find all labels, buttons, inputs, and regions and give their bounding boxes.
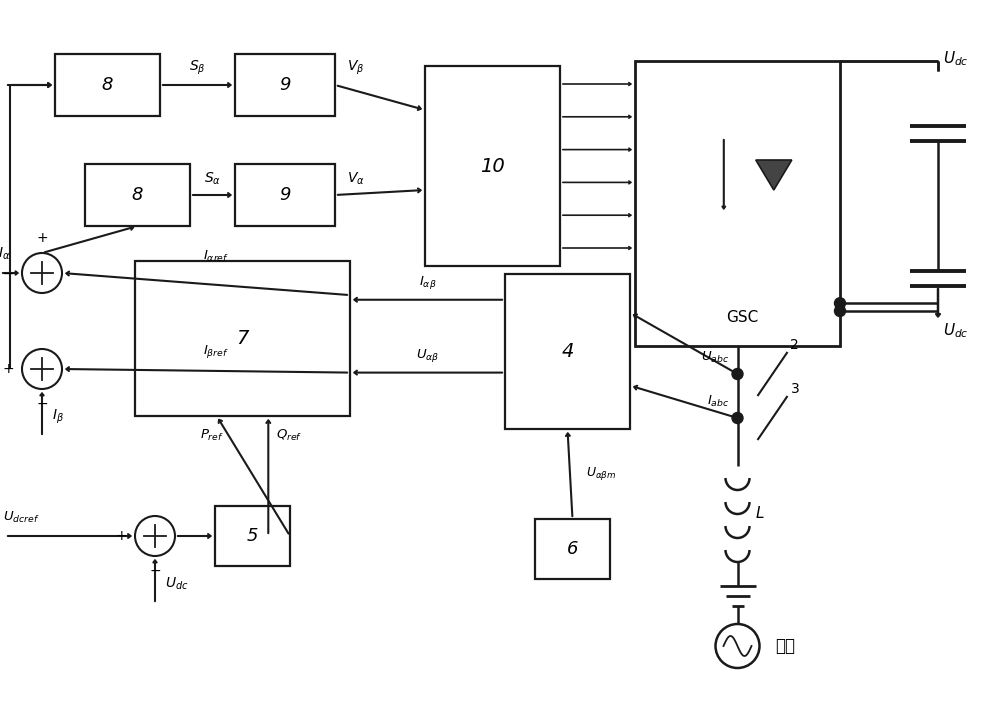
Text: $U_{dc}$: $U_{dc}$ [943,50,969,69]
Text: 7: 7 [236,329,249,348]
Text: 8: 8 [102,76,113,94]
Text: 3: 3 [790,382,799,396]
Bar [215,506,290,566]
Text: $U_{\alpha\beta}$: $U_{\alpha\beta}$ [416,346,439,364]
Bar [85,164,190,226]
Bar [55,54,160,116]
Bar [235,164,335,226]
Bar [635,61,840,346]
Text: $+$: $+$ [115,529,127,543]
Text: $+$: $+$ [2,362,14,376]
Text: $S_{\beta}$: $S_{\beta}$ [189,59,206,77]
Text: $I_{\alpha}$: $I_{\alpha}$ [0,245,10,262]
Text: $U_{abc}$: $U_{abc}$ [701,350,730,365]
Text: 9: 9 [279,186,291,204]
Text: $I_{\alpha\beta}$: $I_{\alpha\beta}$ [419,274,436,291]
Text: GSC: GSC [726,311,759,325]
Circle shape [732,369,743,379]
Text: $I_{abc}$: $I_{abc}$ [707,394,730,409]
Text: $U_{\alpha\beta m}$: $U_{\alpha\beta m}$ [586,465,616,482]
Text: $-$: $-$ [149,563,161,577]
Text: $V_{\beta}$: $V_{\beta}$ [347,59,364,77]
Text: $-$: $-$ [36,396,48,410]
Text: $U_{dc}$: $U_{dc}$ [165,576,189,592]
Text: $+$: $+$ [36,231,48,245]
Circle shape [716,624,760,668]
Text: $-$: $-$ [2,266,14,280]
Text: 8: 8 [132,186,143,204]
Circle shape [834,306,846,316]
Text: 4: 4 [561,342,574,361]
Bar [135,261,350,416]
Text: $U_{dc}$: $U_{dc}$ [943,322,969,341]
Bar [505,274,630,429]
Text: 电网: 电网 [776,637,796,655]
Circle shape [834,298,846,308]
Text: 6: 6 [567,540,578,558]
Text: $I_{\beta}$: $I_{\beta}$ [52,408,64,426]
Circle shape [135,516,175,556]
Circle shape [22,349,62,389]
Bar [235,54,335,116]
Text: $I_{\alpha ref}$: $I_{\alpha ref}$ [203,249,229,264]
Text: 2: 2 [790,338,799,352]
Text: 5: 5 [247,527,258,545]
Text: $I_{\beta ref}$: $I_{\beta ref}$ [203,343,229,360]
Text: $S_{\alpha}$: $S_{\alpha}$ [204,170,221,187]
Text: $P_{ref}$: $P_{ref}$ [200,428,224,443]
Text: L: L [756,507,764,522]
Bar [535,519,610,579]
Text: 10: 10 [480,156,505,175]
Text: $V_{\alpha}$: $V_{\alpha}$ [347,170,365,187]
Circle shape [22,253,62,293]
Text: 9: 9 [279,76,291,94]
Circle shape [732,412,743,423]
Text: $U_{dcref}$: $U_{dcref}$ [3,510,40,525]
Bar [425,66,560,266]
Polygon shape [756,160,792,190]
Text: $Q_{ref}$: $Q_{ref}$ [276,428,303,443]
